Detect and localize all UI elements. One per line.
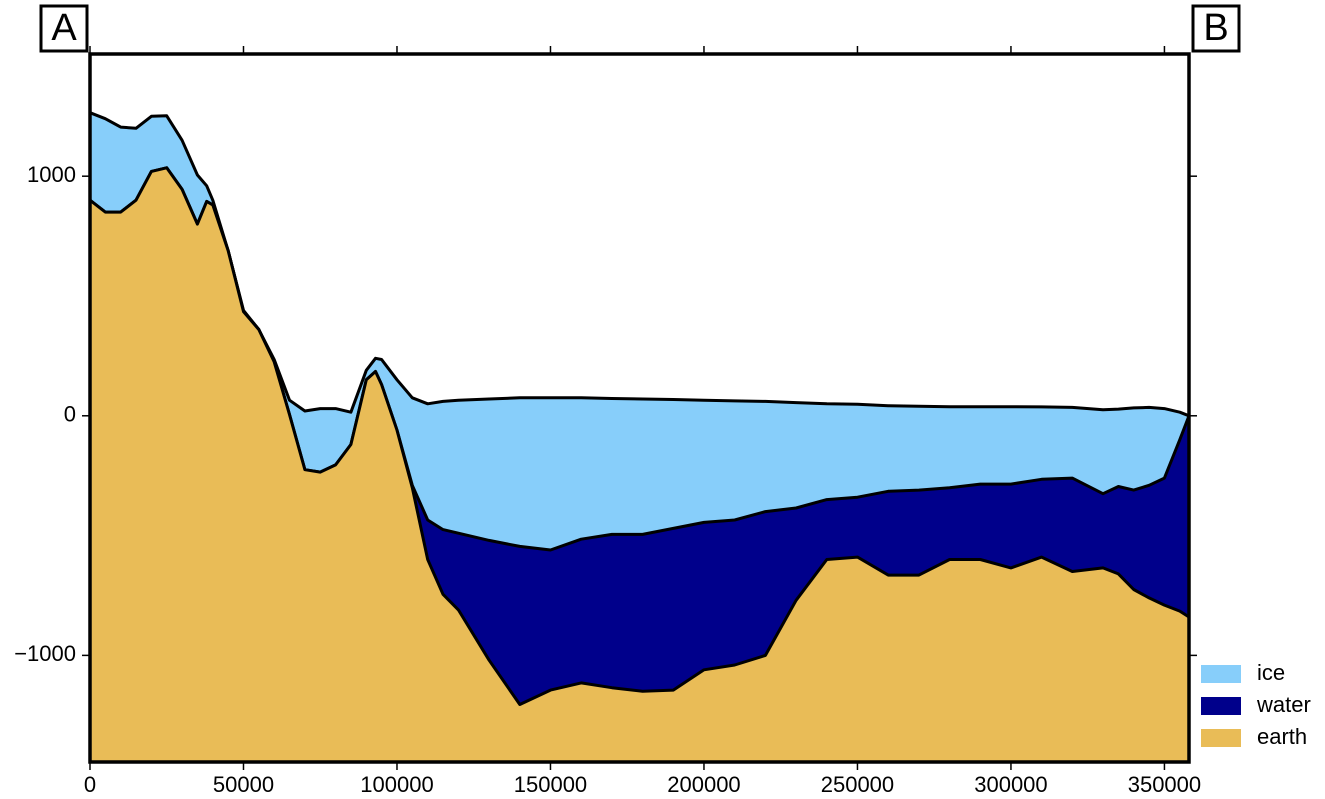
legend-label: earth (1257, 724, 1307, 749)
x-tick-label: 100000 (360, 772, 433, 797)
x-tick-label: 200000 (667, 772, 740, 797)
legend-swatch (1201, 729, 1241, 747)
plot-frame (88, 52, 1191, 764)
annotation: B (1203, 7, 1228, 49)
annotation-box (1191, 4, 1241, 53)
x-tick-label: 0 (84, 772, 96, 797)
x-tick-label: 350000 (1128, 772, 1201, 797)
y-tick-label: 1000 (27, 162, 76, 187)
legend-label: water (1256, 692, 1311, 717)
legend-label: ice (1257, 660, 1285, 685)
area-outline (89, 111, 1190, 418)
area-fill (90, 167, 1189, 763)
x-tick-label: 150000 (514, 772, 587, 797)
annotation: A (51, 7, 77, 49)
legend-swatch (1201, 665, 1241, 683)
x-tick-label: 250000 (821, 772, 894, 797)
area-outline (89, 166, 1190, 706)
y-tick-label: 0 (64, 402, 76, 427)
x-tick-label: 50000 (213, 772, 274, 797)
y-tick-label: −1000 (14, 641, 76, 666)
annotation-box (39, 4, 89, 53)
legend-swatch (1201, 697, 1241, 715)
x-tick-label: 300000 (974, 772, 1047, 797)
